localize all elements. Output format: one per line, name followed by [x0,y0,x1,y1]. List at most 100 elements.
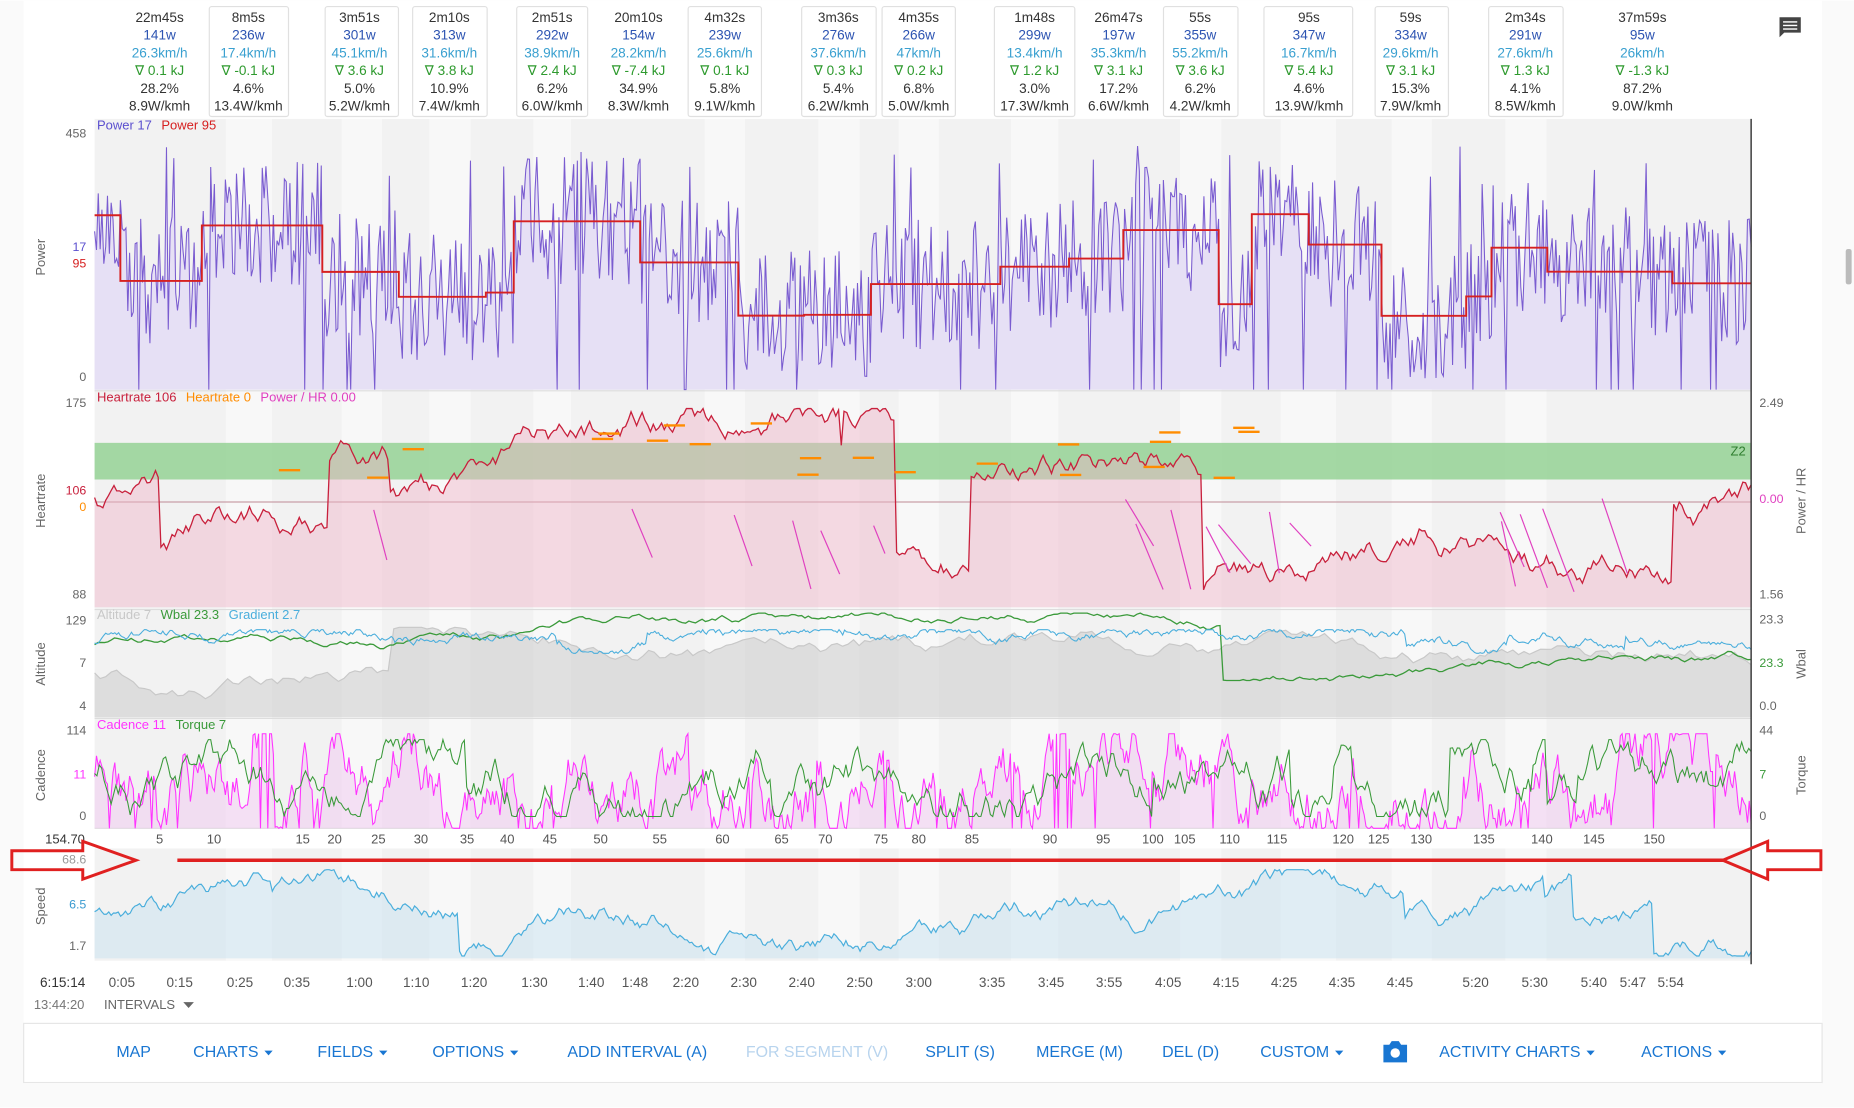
tick-label: 1.7 [69,939,86,953]
interval-speed: 47km/h [896,45,941,60]
interval-energy: ∇ 5.4 kJ [1283,63,1333,78]
power-hr-seg [1519,514,1548,589]
interval-box [881,5,956,118]
interval-energy: ∇ 0.3 kJ [813,63,863,78]
interval-duration: 59s [1400,10,1422,25]
interval-duration: 3m36s [818,10,859,25]
tick-label: 7 [79,656,86,670]
power-line [94,146,1752,391]
interval-duration: 95s [1298,10,1320,25]
toolbar-button[interactable]: SPLIT (S) [925,1044,995,1061]
time-tick: 4:15 [1213,975,1239,990]
interval-energy: ∇ -0.1 kJ [220,63,275,78]
interval-efficiency: 9.0W/kmh [1612,99,1673,114]
distance-tick: 45 [543,832,557,847]
toolbar-button[interactable]: MAP [116,1044,151,1061]
interval-energy: ∇ -1.3 kJ [1615,63,1670,78]
interval-box [1263,5,1354,118]
time-tick: 2:20 [673,975,700,990]
interval-speed: 26km/h [1620,45,1665,60]
toolbar [23,1022,1823,1084]
interval-share: 28.2% [140,81,179,96]
time-tick: 1:20 [461,975,488,990]
heartrate-line [93,407,1752,591]
time-tick: 3:45 [1038,975,1064,990]
tick-label: 68.6 [62,853,86,867]
hr-zone [94,442,1752,480]
time-tick: 5:54 [1658,975,1685,990]
toolbar-button[interactable]: DEL (D) [1162,1044,1219,1061]
interval-share: 6.2% [537,81,568,96]
legend-item: Power 17 [97,117,152,132]
distance-tick: 75 [874,832,888,847]
distance-tick: 25 [371,832,385,847]
distance-tick: 130 [1410,832,1432,847]
interval-share: 4.1% [1510,81,1541,96]
toolbar-button[interactable]: ADD INTERVAL (A) [567,1044,707,1061]
axis-title: Altitude [33,642,48,685]
interval-box [993,5,1076,118]
time-tick: 4:45 [1387,975,1413,990]
interval-power: 301w [343,28,376,43]
toolbar-button[interactable]: ACTIONS [1641,1044,1712,1061]
power-hr-seg [1218,524,1252,564]
time-start: 6:15:14 [40,975,86,990]
toolbar-button[interactable]: ACTIVITY CHARTS [1439,1044,1580,1061]
altitude-line [94,626,1752,700]
time-tick: 5:20 [1462,975,1489,990]
wbal-line [94,612,1752,682]
distance-tick: 135 [1473,832,1495,847]
distance-tick: 70 [818,832,832,847]
interval-power: 276w [822,28,855,43]
tick-label: 175 [66,396,87,410]
distance-tick: 105 [1174,832,1196,847]
toolbar-button[interactable]: CUSTOM [1260,1044,1329,1061]
axis-title: Heartrate [33,474,48,528]
interval-share: 5.8% [709,81,740,96]
axis-title: Power [33,238,48,276]
distance-tick: 20 [327,832,341,847]
interval-speed: 37.6km/h [810,45,866,60]
cadence-line [94,731,1752,831]
toolbar-button[interactable]: FIELDS [317,1044,373,1061]
camera-button[interactable] [1383,1041,1408,1063]
power-hr-seg [1499,511,1525,568]
dropdown-caret [1335,1050,1344,1056]
clock: 13:44:20 [34,997,85,1012]
toolbar-button[interactable]: MERGE (M) [1036,1044,1123,1061]
intervals-menu[interactable]: INTERVALS [104,997,175,1012]
interval-duration: 26m47s [1094,10,1143,25]
time-tick: 2:30 [731,975,758,990]
time-tick: 1:10 [403,975,430,990]
power-hr-seg [792,520,812,590]
interval-speed: 31.6km/h [421,45,477,60]
interval-speed: 16.7km/h [1281,45,1337,60]
interval-speed: 45.1km/h [332,45,388,60]
distance-tick: 115 [1267,832,1288,847]
toolbar-button[interactable]: OPTIONS [432,1044,504,1061]
time-tick: 2:40 [788,975,815,990]
interval-efficiency: 5.2W/kmh [329,99,390,114]
dropdown-caret [264,1050,273,1056]
interval-duration: 2m51s [532,10,573,25]
toolbar-button[interactable]: CHARTS [193,1044,258,1061]
interval-energy: ∇ 3.1 kJ [1385,63,1435,78]
tick-label: 6.5 [69,897,86,911]
gradient-line [94,628,1752,655]
interval-energy: ∇ 0.1 kJ [699,63,749,78]
tick-label: 0 [79,370,86,384]
power-hr-seg [631,508,653,558]
interval-duration: 55s [1189,10,1211,25]
tick-label: 4 [79,699,86,713]
interval-power: 236w [232,28,265,43]
interval-speed: 26.3km/h [132,45,188,60]
interval-power: 355w [1184,28,1217,43]
power-line-area [94,146,1752,390]
interval-box [1488,5,1564,118]
torque-line [94,737,1752,819]
time-tick: 5:30 [1522,975,1549,990]
speed-line-area [94,869,1752,959]
arrow-right [1718,839,1823,882]
interval-share: 4.6% [233,81,264,96]
interval-speed: 17.4km/h [220,45,276,60]
